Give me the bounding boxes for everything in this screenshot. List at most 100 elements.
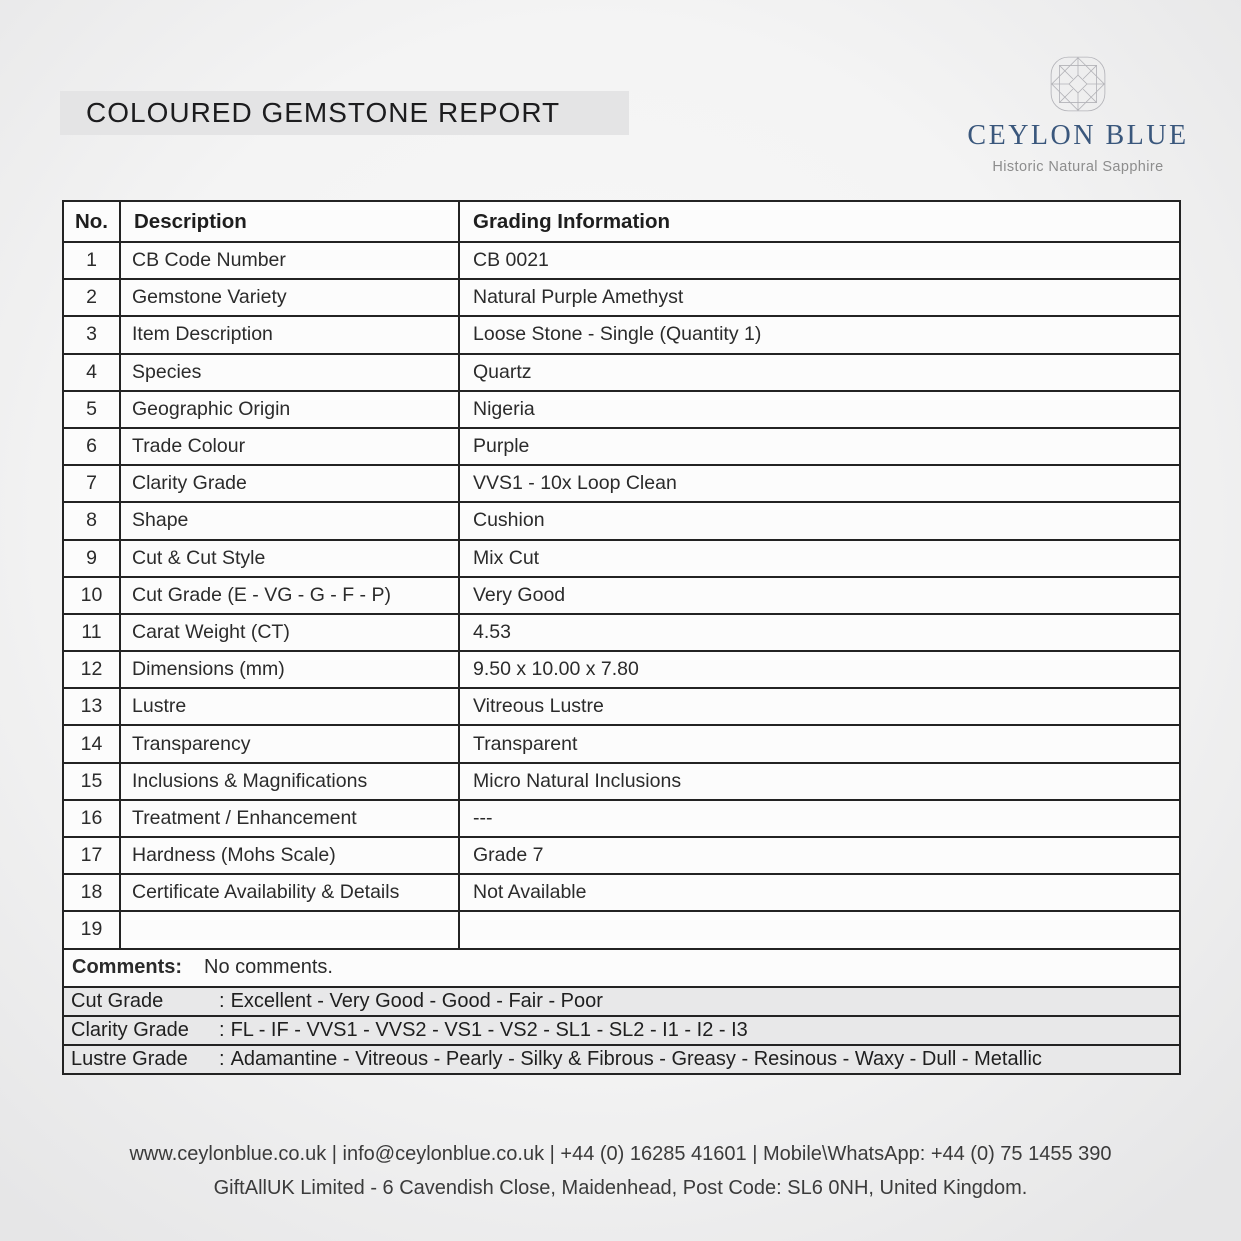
grade-key-body: Cut Grade: Excellent - Very Good - Good -…	[62, 985, 1181, 1075]
desc-cell: Shape	[119, 501, 460, 541]
val-cell: Not Available	[458, 873, 1181, 913]
table-row: 7 Clarity Grade VVS1 - 10x Loop Clean	[62, 464, 1181, 504]
no-cell: 14	[62, 724, 121, 764]
comments-row: Comments: No comments.	[62, 947, 1181, 988]
desc-cell: Dimensions (mm)	[119, 650, 460, 690]
no-cell: 16	[62, 798, 121, 839]
no-cell: 19	[62, 910, 121, 950]
desc-cell: Clarity Grade	[119, 464, 460, 504]
no-cell: 6	[62, 426, 121, 467]
desc-cell: Cut Grade (E - VG - G - F - P)	[119, 575, 460, 615]
table-row: 14 Transparency Transparent	[62, 724, 1181, 764]
val-cell: Natural Purple Amethyst	[458, 278, 1181, 318]
desc-cell	[119, 910, 460, 950]
desc-cell: Cut & Cut Style	[119, 538, 460, 578]
report-table: No. Description Grading Information 1 CB …	[62, 200, 1181, 1075]
no-cell: 15	[62, 761, 121, 801]
desc-cell: CB Code Number	[119, 240, 460, 281]
desc-cell: Carat Weight (CT)	[119, 612, 460, 653]
table-row: 6 Trade Colour Purple	[62, 426, 1181, 467]
desc-cell: Gemstone Variety	[119, 278, 460, 318]
comments-cell: Comments: No comments.	[62, 947, 1181, 988]
table-row: 13 Lustre Vitreous Lustre	[62, 687, 1181, 727]
table-row: 8 Shape Cushion	[62, 501, 1181, 541]
comments-text: No comments.	[204, 956, 333, 979]
table-row: 4 Species Quartz	[62, 352, 1181, 392]
no-cell: 13	[62, 687, 121, 727]
gk-value: Adamantine - Vitreous - Pearly - Silky &…	[230, 1047, 1042, 1070]
table-row: 18 Certificate Availability & Details Not …	[62, 873, 1181, 913]
gk-value: Excellent - Very Good - Good - Fair - Po…	[230, 989, 603, 1012]
val-cell: ---	[458, 798, 1181, 839]
val-cell: Micro Natural Inclusions	[458, 761, 1181, 801]
footer-address: GiftAllUK Limited - 6 Cavendish Close, M…	[213, 1177, 1028, 1199]
desc-cell: Certificate Availability & Details	[119, 873, 460, 913]
grade-key-cell: Lustre Grade: Adamantine - Vitreous - Pea…	[62, 1043, 1181, 1075]
grade-key-row: Clarity Grade: FL - IF - VVS1 - VVS2 - VS…	[62, 1014, 1181, 1046]
no-cell: 5	[62, 389, 121, 429]
col-header-grading: Grading Information	[458, 200, 1181, 243]
val-cell: Loose Stone - Single (Quantity 1)	[458, 315, 1181, 355]
val-cell: VVS1 - 10x Loop Clean	[458, 464, 1181, 504]
val-cell	[458, 910, 1181, 950]
table-row: 12 Dimensions (mm) 9.50 x 10.00 x 7.80	[62, 650, 1181, 690]
gk-label: Lustre Grade	[71, 1047, 188, 1070]
table-row: 3 Item Description Loose Stone - Single (Q…	[62, 315, 1181, 355]
val-cell: 9.50 x 10.00 x 7.80	[458, 650, 1181, 690]
grade-key-row: Lustre Grade: Adamantine - Vitreous - Pea…	[62, 1043, 1181, 1075]
desc-cell: Item Description	[119, 315, 460, 355]
no-cell: 2	[62, 278, 121, 318]
table-row: 19	[62, 910, 1181, 950]
grade-key-cell: Clarity Grade: FL - IF - VVS1 - VVS2 - VS…	[62, 1014, 1181, 1046]
report-title-bar: COLOURED GEMSTONE REPORT	[60, 91, 629, 135]
desc-cell: Hardness (Mohs Scale)	[119, 835, 460, 876]
val-cell: Vitreous Lustre	[458, 687, 1181, 727]
table-header-row: No. Description Grading Information	[62, 200, 1181, 243]
desc-cell: Transparency	[119, 724, 460, 764]
gk-sep: :	[219, 989, 225, 1012]
table-row: 11 Carat Weight (CT) 4.53	[62, 612, 1181, 653]
footer: www.ceylonblue.co.uk | info@ceylonblue.c…	[0, 1137, 1241, 1205]
brand-tagline: Historic Natural Sapphire	[992, 159, 1164, 175]
desc-cell: Inclusions & Magnifications	[119, 761, 460, 801]
table-row: 2 Gemstone Variety Natural Purple Amethyst	[62, 278, 1181, 318]
no-cell: 1	[62, 240, 121, 281]
val-cell: Nigeria	[458, 389, 1181, 429]
table-row: 5 Geographic Origin Nigeria	[62, 389, 1181, 429]
no-cell: 4	[62, 352, 121, 392]
desc-cell: Geographic Origin	[119, 389, 460, 429]
no-cell: 12	[62, 650, 121, 690]
no-cell: 17	[62, 835, 121, 876]
gk-sep: :	[219, 1047, 225, 1070]
table-row: 9 Cut & Cut Style Mix Cut	[62, 538, 1181, 578]
comments-label: Comments:	[72, 956, 183, 979]
gk-sep: :	[219, 1018, 225, 1041]
footer-contact: www.ceylonblue.co.uk | info@ceylonblue.c…	[129, 1143, 1112, 1165]
no-cell: 7	[62, 464, 121, 504]
val-cell: 4.53	[458, 612, 1181, 653]
desc-cell: Species	[119, 352, 460, 392]
grade-key-row: Cut Grade: Excellent - Very Good - Good -…	[62, 985, 1181, 1017]
val-cell: CB 0021	[458, 240, 1181, 281]
no-cell: 18	[62, 873, 121, 913]
no-cell: 3	[62, 315, 121, 355]
desc-cell: Lustre	[119, 687, 460, 727]
val-cell: Grade 7	[458, 835, 1181, 876]
table-row: 16 Treatment / Enhancement ---	[62, 798, 1181, 839]
no-cell: 8	[62, 501, 121, 541]
brand-name: CEYLON BLUE	[967, 120, 1189, 151]
page-title: COLOURED GEMSTONE REPORT	[86, 97, 561, 128]
brand-logo: CEYLON BLUE Historic Natural Sapphire	[947, 52, 1209, 175]
table-row: 1 CB Code Number CB 0021	[62, 240, 1181, 281]
desc-cell: Treatment / Enhancement	[119, 798, 460, 839]
val-cell: Mix Cut	[458, 538, 1181, 578]
val-cell: Quartz	[458, 352, 1181, 392]
col-header-description: Description	[119, 200, 460, 243]
val-cell: Very Good	[458, 575, 1181, 615]
table-row: 17 Hardness (Mohs Scale) Grade 7	[62, 835, 1181, 876]
val-cell: Transparent	[458, 724, 1181, 764]
gk-label: Clarity Grade	[71, 1018, 189, 1041]
no-cell: 10	[62, 575, 121, 615]
table-row: 15 Inclusions & Magnifications Micro Natur…	[62, 761, 1181, 801]
